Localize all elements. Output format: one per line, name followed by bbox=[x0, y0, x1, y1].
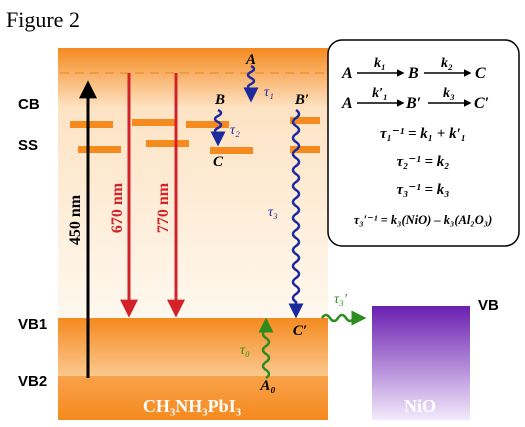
label-vb1: VB1 bbox=[18, 316, 47, 333]
label-450nm: 450 nm bbox=[67, 194, 84, 245]
label-tau0: τ₀ bbox=[240, 343, 250, 358]
scheme-row2-a: A bbox=[341, 95, 353, 112]
scheme-row2-k3: k₃ bbox=[443, 86, 455, 101]
state-a0: A₀ bbox=[259, 378, 275, 394]
surface-states bbox=[70, 117, 320, 154]
scheme-frame bbox=[327, 39, 520, 247]
surface-state-bar bbox=[70, 121, 113, 128]
conduction-band bbox=[58, 48, 328, 108]
valence-band-2 bbox=[58, 376, 328, 420]
state-c-prime: C′ bbox=[293, 323, 307, 339]
valence-band-1 bbox=[58, 318, 328, 376]
scheme-row2-bp: B′ bbox=[405, 95, 421, 112]
state-b: B bbox=[214, 92, 225, 108]
state-c: C bbox=[213, 154, 224, 170]
wave-tau3 bbox=[288, 108, 304, 319]
label-670nm: 670 nm bbox=[109, 182, 126, 233]
label-ss: SS bbox=[18, 137, 38, 154]
surface-state-bar bbox=[290, 117, 320, 124]
scheme-row1-k1: k₁ bbox=[374, 56, 386, 71]
scheme-row2-k1p: k′₁ bbox=[372, 86, 388, 101]
label-cb: CB bbox=[18, 96, 40, 113]
label-tau1: τ₁ bbox=[264, 85, 274, 100]
perovskite-mid-region bbox=[58, 108, 328, 320]
state-b-prime: B′ bbox=[294, 92, 309, 108]
scheme-eq2: τ₂⁻¹ = k₂ bbox=[396, 154, 449, 170]
surface-state-bar bbox=[132, 119, 175, 126]
label-tau3: τ₃ bbox=[268, 205, 278, 220]
figure-label: Figure 2 bbox=[6, 7, 80, 32]
surface-state-bar bbox=[146, 140, 189, 147]
label-vb-nio: VB bbox=[478, 297, 499, 314]
scheme-row1-b: B bbox=[407, 65, 419, 82]
label-perovskite: CH₃NH₃PbI₃ bbox=[143, 396, 242, 416]
scheme-row2-cp: C′ bbox=[474, 95, 489, 112]
label-tau2: τ₂ bbox=[230, 123, 240, 138]
label-tau3-prime: τ₃′ bbox=[334, 292, 348, 307]
surface-state-bar bbox=[78, 146, 121, 153]
nio-valence-block bbox=[372, 306, 470, 420]
state-a: A bbox=[245, 52, 256, 68]
wave-tau3-prime bbox=[320, 310, 367, 326]
wave-tau0 bbox=[258, 317, 274, 380]
scheme-row1-k2: k₂ bbox=[441, 56, 453, 71]
surface-state-bar bbox=[186, 121, 229, 128]
label-770nm: 770 nm bbox=[155, 182, 172, 233]
label-vb2: VB2 bbox=[18, 373, 47, 390]
scheme-row1-a: A bbox=[341, 65, 353, 82]
scheme-eq1: τ₁⁻¹ = k₁ + k′₁ bbox=[380, 126, 466, 142]
surface-state-bar bbox=[210, 147, 253, 154]
wave-tau1 bbox=[243, 64, 259, 103]
label-nio: NiO bbox=[404, 396, 436, 416]
scheme-row1-c: C bbox=[475, 65, 486, 82]
surface-state-bar bbox=[290, 146, 320, 153]
scheme-eq3: τ₃⁻¹ = k₃ bbox=[396, 182, 449, 198]
scheme-eq4: τ₃′⁻¹ = k₃(NiO) – k₃(Al₂O₃) bbox=[354, 213, 493, 227]
wave-tau2 bbox=[210, 108, 226, 147]
kinetic-scheme-box: A k₁ B k₂ C A k′₁ B′ k₃ C′ τ₁⁻¹ = k₁ + k… bbox=[327, 39, 520, 247]
